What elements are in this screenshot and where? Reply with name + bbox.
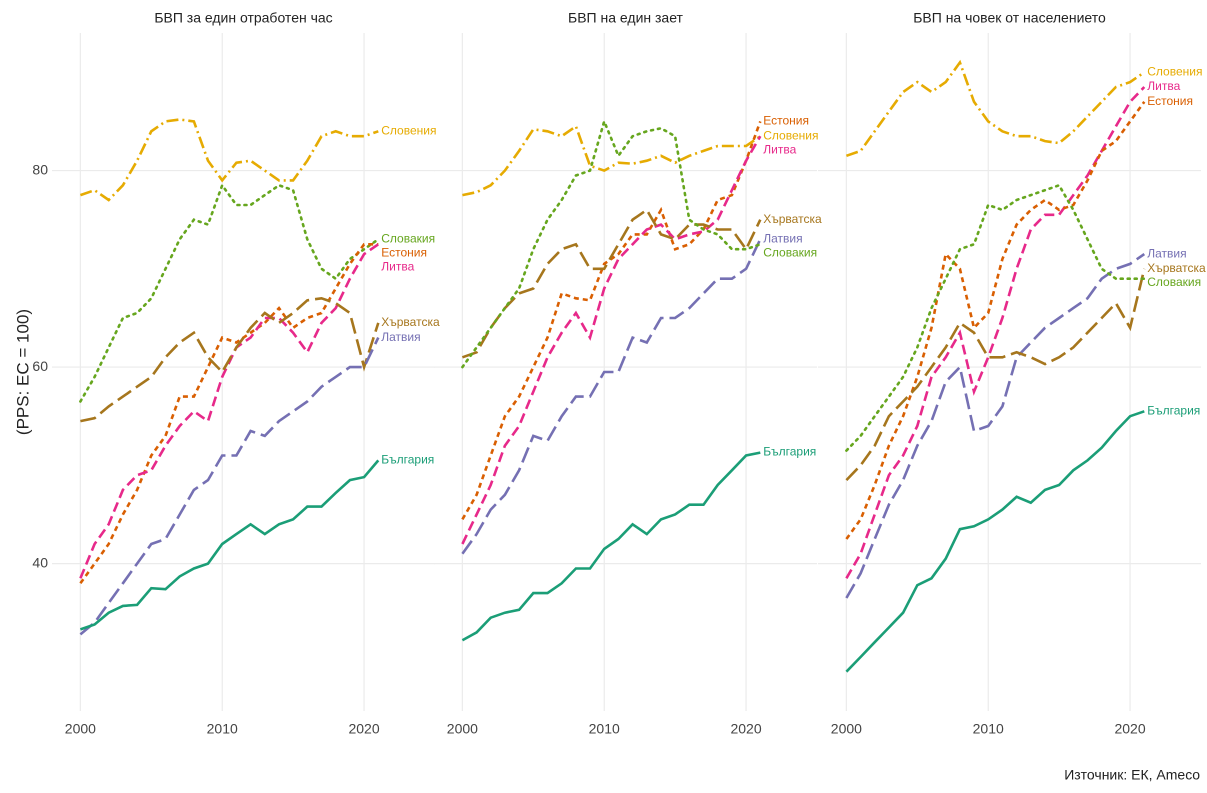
series-line <box>461 451 761 642</box>
series-label: Латвия <box>763 232 802 246</box>
series-label: Латвия <box>381 330 420 344</box>
series-line <box>79 337 380 636</box>
series-label: Литва <box>381 260 414 274</box>
series-label: Словения <box>1147 64 1202 78</box>
series-line <box>461 117 762 369</box>
series-line <box>80 296 380 423</box>
series-line <box>79 118 379 202</box>
panel-title: БВП на човек от населението <box>913 10 1106 26</box>
series-line <box>845 410 1145 673</box>
y-tick-label: 60 <box>32 358 48 374</box>
series-label: Естония <box>763 114 809 128</box>
series-label: Словения <box>763 128 818 142</box>
series-line <box>845 253 1146 599</box>
x-tick-label: 2000 <box>831 721 862 737</box>
series-label: Словакия <box>763 246 817 260</box>
series-label: Естония <box>1147 94 1193 108</box>
series-label: Словакия <box>381 232 435 246</box>
series-line <box>79 182 380 403</box>
series-line <box>462 124 762 197</box>
x-tick-label: 2010 <box>973 721 1004 737</box>
y-axis-label: (PPS: ЕС = 100) <box>13 309 32 435</box>
series-label: Словакия <box>1147 275 1201 289</box>
series-label: Словения <box>381 123 436 137</box>
series-label: Естония <box>381 246 427 260</box>
series-line <box>845 101 1146 540</box>
series-label: България <box>1147 403 1200 417</box>
series-line <box>845 268 1146 482</box>
series-label: Литва <box>763 142 796 156</box>
series-label: Хърватска <box>763 212 822 226</box>
x-tick-label: 2000 <box>447 721 478 737</box>
series-line <box>461 238 762 555</box>
series-label: Хърватска <box>1147 261 1206 275</box>
series-label: България <box>763 445 816 459</box>
y-tick-label: 80 <box>32 161 48 177</box>
series-label: Литва <box>1147 79 1180 93</box>
series-line <box>461 208 762 359</box>
series-label: Латвия <box>1147 246 1186 260</box>
x-tick-label: 2020 <box>348 721 379 737</box>
panel-title: БВП на един зает <box>568 10 684 26</box>
y-tick-label: 40 <box>32 554 48 570</box>
x-tick-label: 2010 <box>207 721 238 737</box>
x-tick-label: 2000 <box>65 721 96 737</box>
x-tick-label: 2010 <box>589 721 620 737</box>
x-tick-label: 2020 <box>1114 721 1145 737</box>
series-line <box>845 59 1146 158</box>
series-line <box>845 183 1146 452</box>
panel-title: БВП за един отработен час <box>154 10 332 26</box>
source: Източник: ЕК, Ameco <box>1064 767 1200 783</box>
series-label: Хърватска <box>381 315 440 329</box>
x-tick-label: 2020 <box>730 721 761 737</box>
series-line <box>461 135 762 545</box>
series-line <box>79 459 380 631</box>
series-label: България <box>381 453 434 467</box>
